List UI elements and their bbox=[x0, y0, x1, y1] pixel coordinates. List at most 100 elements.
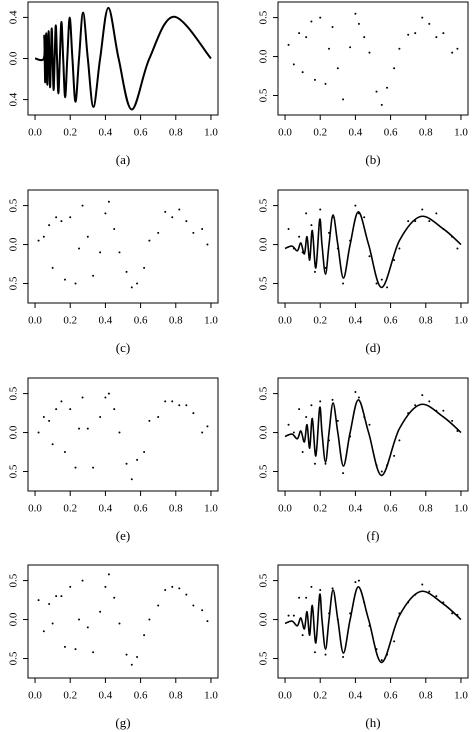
data-point bbox=[393, 67, 396, 70]
data-point bbox=[354, 581, 357, 584]
data-point bbox=[69, 216, 72, 219]
caption: (f) bbox=[367, 528, 380, 543]
data-point bbox=[331, 587, 334, 590]
data-point bbox=[81, 579, 84, 582]
data-point bbox=[206, 620, 209, 623]
data-point bbox=[42, 630, 45, 633]
data-point bbox=[310, 585, 313, 588]
data-point bbox=[206, 243, 209, 246]
x-tick-label: 0.2 bbox=[313, 503, 327, 515]
x-tick-label: 0.4 bbox=[349, 127, 363, 139]
plot-frame bbox=[277, 564, 469, 679]
data-point bbox=[78, 427, 81, 430]
data-point bbox=[92, 466, 95, 469]
y-tick-label: 0.0 bbox=[8, 425, 20, 439]
data-point bbox=[407, 33, 410, 36]
curve bbox=[284, 399, 462, 477]
caption: (a) bbox=[116, 152, 130, 167]
data-point bbox=[319, 16, 322, 19]
curve bbox=[284, 211, 462, 289]
x-tick-label: 0.4 bbox=[99, 315, 113, 327]
data-point bbox=[298, 408, 301, 411]
data-point bbox=[292, 614, 295, 617]
data-point bbox=[398, 439, 401, 442]
data-point bbox=[60, 595, 63, 598]
data-point bbox=[201, 609, 204, 612]
data-point bbox=[37, 431, 40, 434]
data-point bbox=[185, 404, 188, 407]
x-tick-label: 0.2 bbox=[63, 315, 77, 327]
data-point bbox=[342, 472, 345, 475]
data-point bbox=[336, 67, 339, 70]
data-point bbox=[305, 212, 308, 215]
data-point bbox=[86, 626, 89, 629]
data-point bbox=[148, 239, 151, 242]
data-point bbox=[301, 71, 304, 74]
y-tick-label: 0.4 bbox=[8, 92, 20, 106]
data-point bbox=[185, 220, 188, 223]
data-point bbox=[310, 20, 313, 23]
data-point bbox=[60, 220, 63, 223]
data-point bbox=[421, 583, 424, 586]
data-point bbox=[313, 78, 316, 81]
data-point bbox=[313, 270, 316, 273]
y-tick-label: 0.5 bbox=[8, 651, 20, 665]
data-point bbox=[107, 573, 110, 576]
caption: (b) bbox=[365, 152, 380, 167]
data-point bbox=[414, 404, 417, 407]
data-point bbox=[74, 282, 77, 285]
data-point bbox=[442, 32, 445, 35]
data-point bbox=[104, 585, 107, 588]
data-point bbox=[164, 210, 167, 213]
data-point bbox=[313, 462, 316, 465]
data-point bbox=[48, 419, 51, 422]
data-point bbox=[99, 610, 102, 613]
x-tick-label: 0.2 bbox=[313, 315, 327, 327]
data-point bbox=[48, 224, 51, 227]
data-point bbox=[171, 585, 174, 588]
caption: (g) bbox=[115, 715, 130, 730]
data-point bbox=[354, 12, 357, 15]
data-point bbox=[380, 103, 383, 106]
y-tick-label: 0.5 bbox=[258, 386, 270, 400]
y-tick-label: 0.0 bbox=[8, 51, 20, 65]
data-point bbox=[148, 419, 151, 422]
data-point bbox=[63, 645, 66, 648]
data-point bbox=[125, 653, 128, 656]
data-point bbox=[287, 423, 290, 426]
data-point bbox=[287, 43, 290, 46]
data-point bbox=[414, 32, 417, 35]
data-point bbox=[428, 400, 431, 403]
data-point bbox=[125, 462, 128, 465]
data-point bbox=[104, 396, 107, 399]
data-point bbox=[192, 412, 195, 415]
data-point bbox=[380, 659, 383, 662]
y-tick-label: 0.0 bbox=[8, 612, 20, 626]
x-tick-label: 1.0 bbox=[204, 127, 218, 139]
x-tick-label: 0.2 bbox=[313, 690, 327, 702]
x-tick-label: 0.2 bbox=[63, 690, 77, 702]
data-point bbox=[301, 451, 304, 454]
data-point bbox=[435, 595, 438, 598]
data-point bbox=[136, 458, 139, 461]
y-tick-label: 0.5 bbox=[258, 10, 270, 24]
data-point bbox=[368, 255, 371, 258]
plot-frame bbox=[277, 189, 469, 304]
x-tick-label: 0.8 bbox=[169, 315, 183, 327]
data-point bbox=[136, 282, 139, 285]
x-tick-label: 0.8 bbox=[169, 503, 183, 515]
x-tick-label: 1.0 bbox=[204, 315, 218, 327]
data-point bbox=[118, 622, 121, 625]
x-tick-label: 1.0 bbox=[204, 690, 218, 702]
x-tick-label: 0.0 bbox=[28, 127, 42, 139]
data-point bbox=[42, 235, 45, 238]
data-point bbox=[125, 270, 128, 273]
data-point bbox=[442, 409, 445, 412]
x-tick-label: 1.0 bbox=[454, 315, 468, 327]
data-point bbox=[118, 251, 121, 254]
data-point bbox=[81, 204, 84, 207]
data-point bbox=[349, 46, 352, 49]
data-point bbox=[363, 36, 366, 39]
